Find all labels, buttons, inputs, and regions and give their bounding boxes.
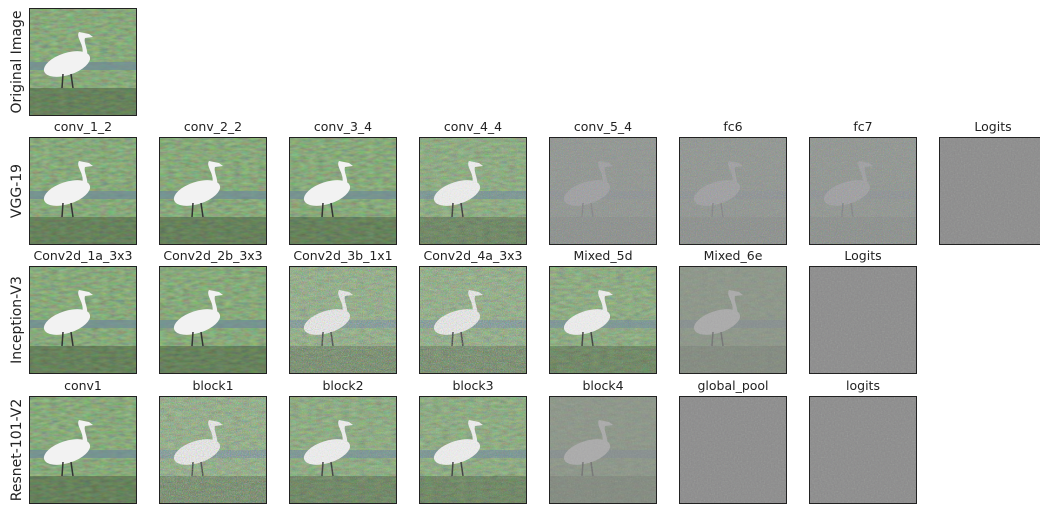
panel-title: fc6 bbox=[723, 119, 742, 134]
panel-title: Mixed_6e bbox=[704, 248, 763, 263]
image-panel bbox=[549, 137, 657, 245]
panel-title: Conv2d_4a_3x3 bbox=[424, 248, 523, 263]
panel-title: block1 bbox=[192, 378, 233, 393]
image-panel bbox=[809, 266, 917, 374]
row-label: Original Image bbox=[9, 10, 25, 113]
panel-title: Conv2d_2b_3x3 bbox=[163, 248, 262, 263]
panel-title: conv_5_4 bbox=[574, 119, 632, 134]
image-panel bbox=[29, 8, 137, 116]
panel-title: Conv2d_3b_1x1 bbox=[293, 248, 392, 263]
panel-title: block4 bbox=[582, 378, 623, 393]
image-panel bbox=[679, 396, 787, 504]
panel-title: Logits bbox=[974, 119, 1011, 134]
panel-title: conv1 bbox=[64, 378, 102, 393]
image-panel bbox=[809, 396, 917, 504]
image-panel bbox=[809, 137, 917, 245]
image-panel bbox=[159, 266, 267, 374]
image-panel bbox=[159, 396, 267, 504]
panel-title: Mixed_5d bbox=[573, 248, 632, 263]
image-panel bbox=[419, 396, 527, 504]
image-panel bbox=[159, 137, 267, 245]
panel-title: conv_4_4 bbox=[444, 119, 502, 134]
panel-title: logits bbox=[846, 378, 880, 393]
row-label: Resnet-101-V2 bbox=[9, 399, 25, 501]
image-panel bbox=[939, 137, 1040, 245]
panel-title: conv_2_2 bbox=[184, 119, 242, 134]
image-panel bbox=[549, 266, 657, 374]
image-panel bbox=[289, 266, 397, 374]
panel-title: Conv2d_1a_3x3 bbox=[34, 248, 133, 263]
image-panel bbox=[289, 396, 397, 504]
panel-title: block3 bbox=[452, 378, 493, 393]
row-label: Inception-V3 bbox=[9, 276, 25, 364]
image-panel bbox=[29, 266, 137, 374]
panel-title: conv_3_4 bbox=[314, 119, 372, 134]
image-panel bbox=[679, 266, 787, 374]
panel-title: Logits bbox=[844, 248, 881, 263]
image-panel bbox=[549, 396, 657, 504]
image-panel bbox=[29, 396, 137, 504]
panel-title: fc7 bbox=[853, 119, 872, 134]
image-panel bbox=[419, 137, 527, 245]
image-panel bbox=[29, 137, 137, 245]
figure: Original ImageVGG-19conv_1_2conv_2_2conv… bbox=[0, 0, 1040, 506]
image-panel bbox=[679, 137, 787, 245]
panel-title: block2 bbox=[322, 378, 363, 393]
row-label: VGG-19 bbox=[9, 164, 25, 218]
panel-title: conv_1_2 bbox=[54, 119, 112, 134]
image-panel bbox=[419, 266, 527, 374]
panel-title: global_pool bbox=[697, 378, 768, 393]
image-panel bbox=[289, 137, 397, 245]
